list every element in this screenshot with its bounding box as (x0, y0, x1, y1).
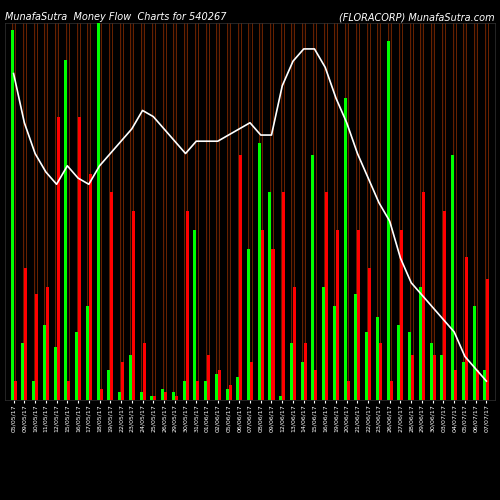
Bar (465, 256, 468, 400)
Bar (164, 392, 167, 400)
Bar (304, 344, 306, 400)
Bar (140, 392, 142, 400)
Bar (172, 392, 175, 400)
Bar (118, 392, 121, 400)
Bar (408, 332, 411, 400)
Bar (121, 362, 124, 400)
Bar (35, 294, 38, 400)
Bar (54, 347, 56, 400)
Bar (454, 370, 457, 400)
Bar (300, 362, 304, 400)
Bar (43, 324, 46, 400)
Bar (218, 370, 221, 400)
Bar (215, 374, 218, 400)
Bar (110, 192, 114, 400)
Bar (400, 230, 404, 400)
Bar (68, 381, 70, 400)
Bar (430, 344, 432, 400)
Bar (236, 378, 240, 400)
Bar (272, 249, 274, 400)
Bar (75, 332, 78, 400)
Bar (161, 388, 164, 400)
Bar (175, 396, 178, 400)
Bar (279, 396, 282, 400)
Bar (108, 370, 110, 400)
Bar (129, 354, 132, 400)
Bar (56, 117, 59, 400)
Bar (290, 344, 293, 400)
Bar (398, 324, 400, 400)
Bar (240, 154, 242, 400)
Text: (FLORACORP) MunafaSutra.com: (FLORACORP) MunafaSutra.com (340, 12, 495, 22)
Bar (142, 344, 146, 400)
Bar (390, 381, 392, 400)
Bar (346, 381, 350, 400)
Bar (204, 381, 207, 400)
Bar (322, 286, 325, 400)
Bar (344, 98, 346, 400)
Bar (486, 279, 490, 400)
Bar (78, 117, 81, 400)
Bar (186, 211, 188, 400)
Bar (386, 42, 390, 400)
Bar (484, 370, 486, 400)
Bar (260, 230, 264, 400)
Bar (100, 388, 102, 400)
Bar (444, 211, 446, 400)
Bar (462, 362, 465, 400)
Bar (194, 230, 196, 400)
Bar (89, 174, 92, 400)
Bar (422, 192, 425, 400)
Bar (336, 230, 339, 400)
Bar (24, 268, 28, 400)
Bar (86, 306, 89, 400)
Bar (432, 354, 436, 400)
Bar (282, 192, 285, 400)
Bar (14, 381, 16, 400)
Bar (314, 370, 318, 400)
Bar (368, 268, 371, 400)
Bar (472, 306, 476, 400)
Text: MunafaSutra  Money Flow  Charts for 540267: MunafaSutra Money Flow Charts for 540267 (5, 12, 226, 22)
Bar (451, 154, 454, 400)
Bar (46, 286, 49, 400)
Bar (96, 22, 100, 400)
Bar (228, 385, 232, 400)
Bar (354, 294, 358, 400)
Bar (325, 192, 328, 400)
Bar (64, 60, 68, 400)
Bar (312, 154, 314, 400)
Bar (132, 211, 135, 400)
Bar (440, 354, 444, 400)
Bar (182, 381, 186, 400)
Bar (196, 381, 200, 400)
Bar (32, 381, 35, 400)
Bar (258, 144, 260, 400)
Bar (376, 317, 379, 400)
Bar (411, 354, 414, 400)
Bar (268, 192, 272, 400)
Bar (247, 249, 250, 400)
Bar (365, 332, 368, 400)
Bar (207, 354, 210, 400)
Bar (476, 370, 478, 400)
Bar (250, 362, 253, 400)
Bar (333, 306, 336, 400)
Bar (226, 388, 228, 400)
Bar (10, 30, 14, 400)
Bar (154, 396, 156, 400)
Bar (379, 344, 382, 400)
Bar (22, 344, 25, 400)
Bar (150, 396, 154, 400)
Bar (293, 286, 296, 400)
Bar (419, 286, 422, 400)
Bar (358, 230, 360, 400)
